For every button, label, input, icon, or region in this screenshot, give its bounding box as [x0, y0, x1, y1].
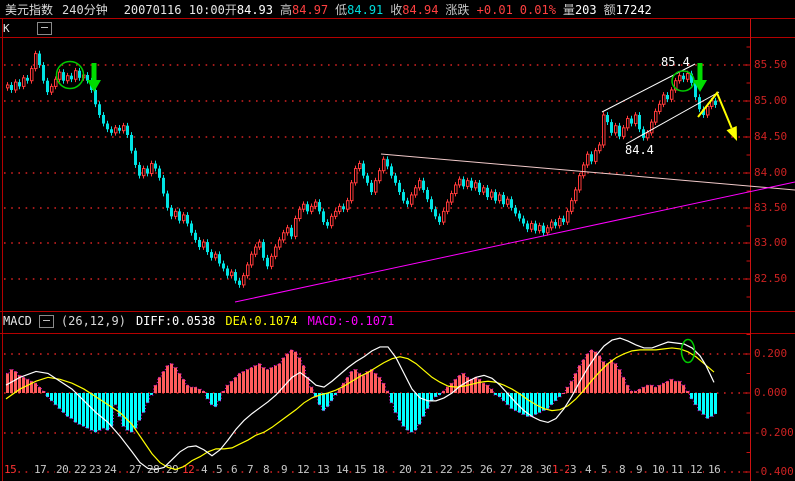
volume-value: 203 [574, 3, 597, 17]
k-panel-label: K [3, 22, 10, 35]
macd-params: (26,12,9) [60, 314, 126, 328]
amount-label: 额 [603, 3, 616, 17]
open-value: 84.93 [236, 3, 273, 17]
amount-value: 17242 [615, 3, 652, 17]
diff-readout: DIFF:0.0538 [135, 314, 216, 328]
change-pct: 0.01% [519, 3, 556, 17]
macd-readout: MACD:-0.1071 [307, 314, 395, 328]
k-panel-header: K [3, 22, 52, 35]
dea-readout: DEA:0.1074 [225, 314, 298, 328]
close-value: 84.94 [402, 3, 439, 17]
high-value: 84.97 [292, 3, 329, 17]
low-value: 84.91 [347, 3, 384, 17]
change-value: +0.01 [476, 3, 513, 17]
title-bar: 美元指数 240分钟 20070116 10:00开84.93 高84.97 低84.9… [5, 3, 659, 17]
collapse-macd-icon[interactable] [38, 314, 54, 328]
high-label: 高 [280, 3, 293, 17]
change-label: 涨跌 [445, 3, 470, 17]
period-label: 240分钟 [62, 3, 108, 17]
annotation-high-label: 85.4 [661, 55, 690, 69]
macd-panel-header: MACD (26,12,9) DIFF:0.0538 DEA:0.1074 MA… [3, 314, 394, 328]
close-label: 收 [390, 3, 403, 17]
collapse-k-icon[interactable] [36, 22, 52, 35]
symbol-name: 美元指数 [5, 3, 54, 17]
macd-indicator-label: MACD [3, 314, 32, 328]
volume-label: 量 [562, 3, 575, 17]
open-label: 开 [224, 3, 237, 17]
low-label: 低 [335, 3, 348, 17]
datetime: 20070116 10:00 [123, 3, 225, 17]
annotation-low-label: 84.4 [625, 143, 654, 157]
